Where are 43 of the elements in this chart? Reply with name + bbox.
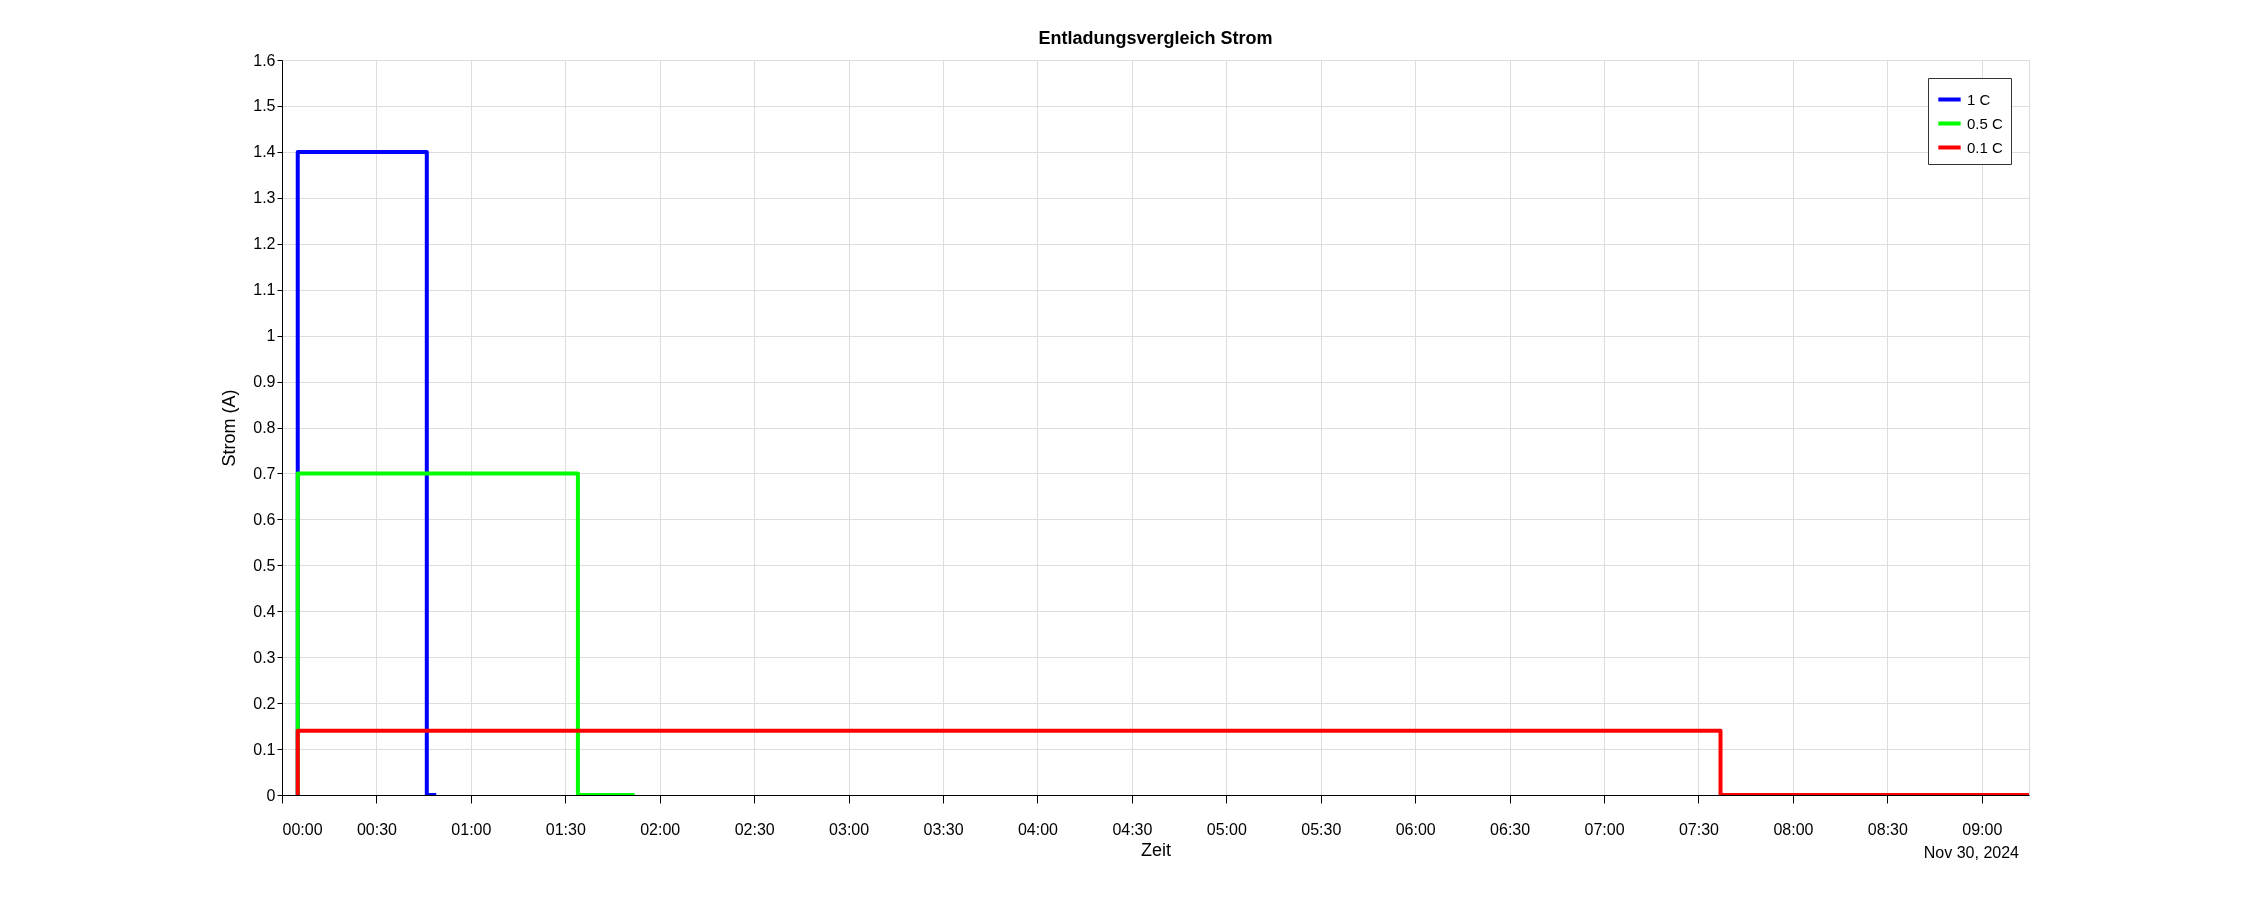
x-tick-label: 04:00 — [1017, 820, 1059, 838]
y-tick-label: 1.3 — [253, 189, 276, 207]
x-axis-title: Zeit — [1140, 839, 1172, 860]
y-tick-label: 1.4 — [253, 143, 276, 161]
x-tick-label: 05:00 — [1206, 820, 1247, 838]
y-tick-label: 1.2 — [253, 235, 276, 253]
y-axis-title: Strom (A) — [219, 389, 240, 467]
y-tick-label: 0 — [266, 786, 276, 804]
x-tick-label: 06:30 — [1490, 820, 1531, 838]
x-tick-label: 04:30 — [1112, 820, 1153, 838]
x-tick-label: 06:00 — [1395, 820, 1436, 838]
text: Nov 30, 2024 — [1923, 844, 2020, 861]
y-tick-label: 0.5 — [253, 556, 276, 574]
legend-label: 1 C — [1967, 90, 1991, 108]
y-tick-label: 0.6 — [253, 510, 276, 528]
y-tick-label: 1.1 — [253, 281, 276, 299]
x-tick-label: 08:00 — [1773, 820, 1814, 838]
x-tick-label: 01:00 — [451, 820, 492, 838]
x-tick-label: 00:00 — [282, 820, 323, 838]
y-tick-label: 1 — [266, 327, 276, 345]
x-tick-label: 00:30 — [356, 820, 398, 838]
x-tick-label: 09:00 — [1962, 820, 2003, 838]
legend-label: 0.1 C — [1967, 138, 2004, 156]
y-tick-label: 0.8 — [253, 419, 276, 436]
x-tick-label: 08:30 — [1867, 820, 1908, 838]
x-tick-label: 02:30 — [734, 820, 775, 838]
x-tick-label: 07:00 — [1584, 820, 1625, 838]
chart-title: Entladungsvergleich Strom — [1038, 28, 1273, 48]
y-tick-label: 0.9 — [253, 373, 276, 391]
legend-label: 0.5 C — [1967, 114, 2004, 132]
x-tick-label: 05:30 — [1301, 820, 1342, 838]
y-tick-label: 0.7 — [253, 464, 276, 482]
x-tick-label: 07:30 — [1678, 820, 1720, 838]
x-tick-label: 02:00 — [640, 820, 681, 838]
y-tick-label: 0.1 — [253, 740, 276, 758]
x-tick-label: 03:30 — [923, 820, 964, 838]
y-tick-label: 1.6 — [253, 51, 276, 69]
x-tick-label: 03:00 — [829, 820, 870, 838]
y-tick-label: 0.3 — [253, 648, 276, 666]
y-tick-label: 0.4 — [253, 602, 276, 620]
y-tick-label: 0.2 — [253, 694, 276, 712]
x-tick-label: 01:30 — [545, 820, 586, 838]
y-tick-label: 1.5 — [253, 97, 276, 115]
